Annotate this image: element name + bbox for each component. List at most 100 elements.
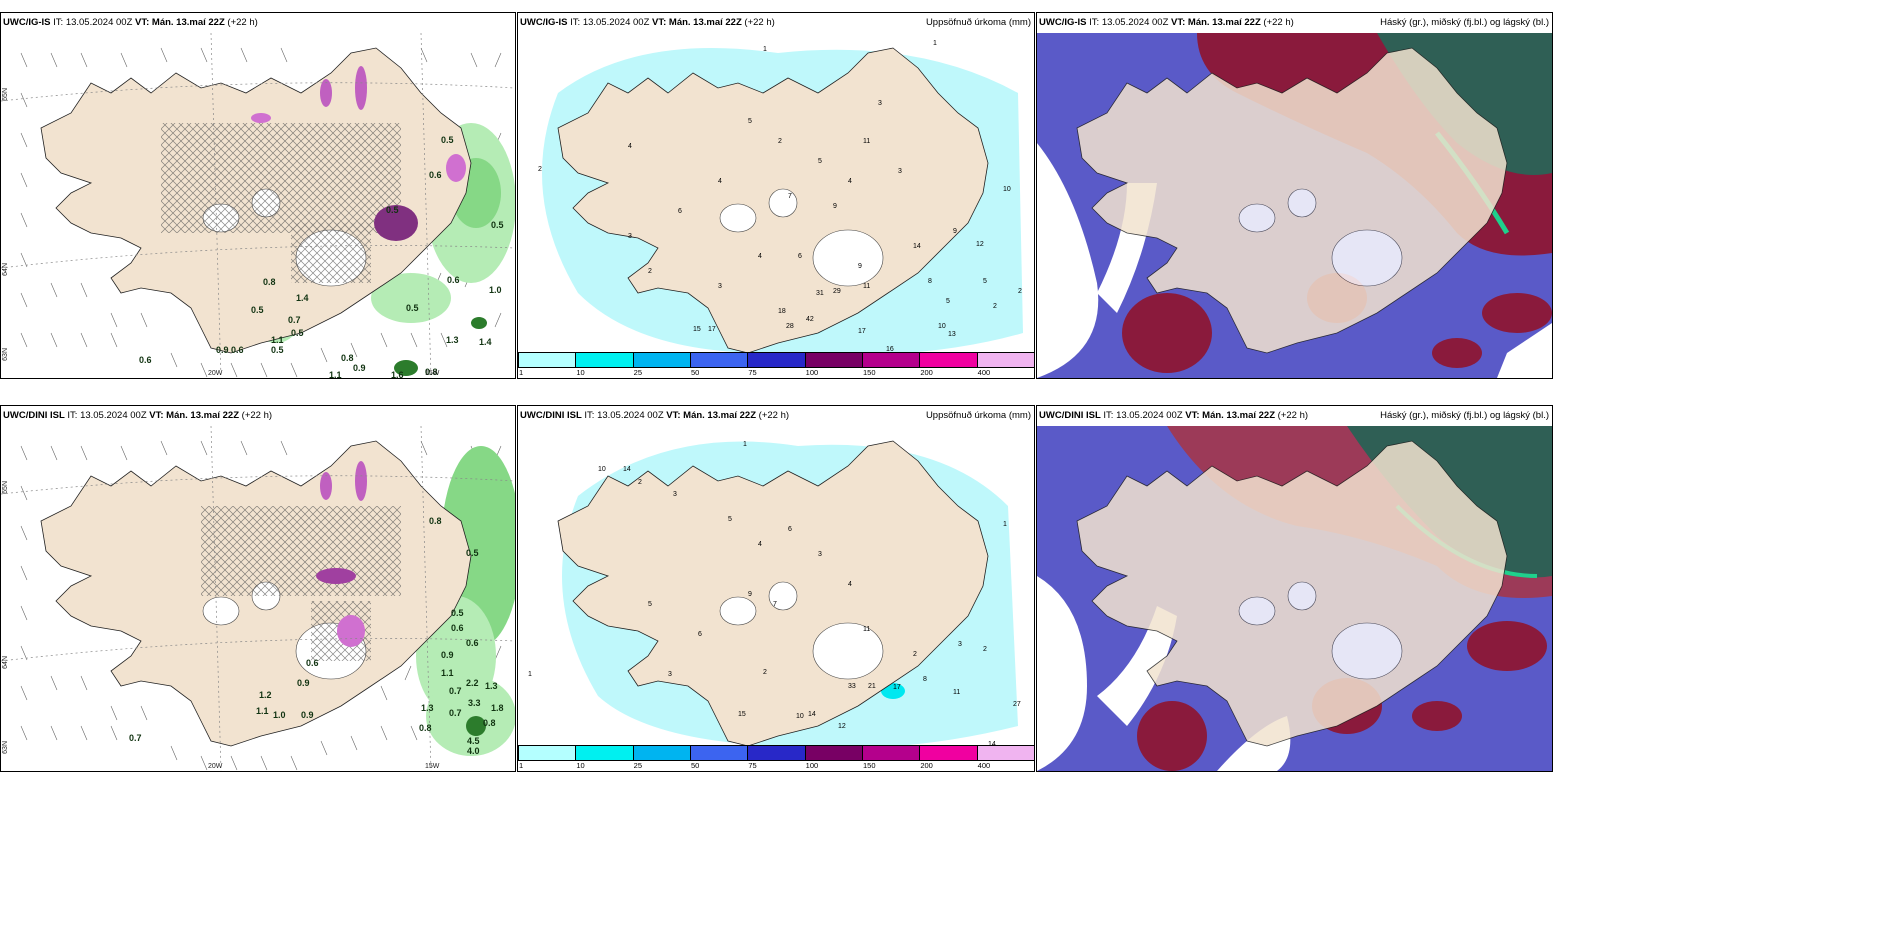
- lead-time: (+22 h): [744, 17, 775, 28]
- svg-text:31: 31: [816, 290, 824, 297]
- map-rate: 0.8 0.5 0.5 0.6 0.6 0.6 0.9 1.1 0.9 1.2 …: [1, 426, 515, 771]
- colorbar-segment: [747, 745, 806, 761]
- precip-values: 1 1 2 3 14 10 5 6 4 3 7 5 9 4 11 2 3 6 3…: [528, 441, 1021, 748]
- panel-title: Uppsöfnuð úrkoma (mm): [925, 17, 1031, 28]
- lead-time: (+22 h): [227, 17, 258, 28]
- colorbar-tick: 50: [691, 761, 700, 770]
- svg-text:0.6: 0.6: [429, 170, 442, 180]
- svg-text:0.8: 0.8: [483, 718, 496, 728]
- svg-text:3: 3: [958, 641, 962, 648]
- svg-text:15: 15: [738, 711, 746, 718]
- valid-time: Mán. 13.maí 22Z: [1202, 410, 1276, 421]
- purple-showers: [251, 66, 466, 241]
- lat-label: 65N: [2, 88, 9, 101]
- svg-text:1.3: 1.3: [421, 703, 434, 713]
- colorbar-tick: 1: [519, 761, 524, 770]
- init-time: 13.05.2024 00Z: [1101, 17, 1169, 28]
- svg-text:0.5: 0.5: [251, 305, 264, 315]
- colorbar: 1 10 25 50 75 100 150 200 400: [518, 745, 1034, 771]
- valid-time: Mán. 13.maí 22Z: [151, 17, 225, 28]
- svg-text:5: 5: [946, 298, 950, 305]
- svg-text:0.5: 0.5: [491, 220, 504, 230]
- colorbar-tick: 25: [633, 761, 642, 770]
- colorbar-tick: 400: [977, 368, 991, 377]
- svg-text:9: 9: [748, 591, 752, 598]
- colorbar-tick: 100: [805, 368, 819, 377]
- svg-text:4: 4: [758, 541, 762, 548]
- svg-text:3: 3: [818, 551, 822, 558]
- lat-label: 65N: [2, 481, 9, 494]
- svg-text:1.4: 1.4: [479, 337, 492, 347]
- svg-text:15: 15: [693, 326, 701, 333]
- panel-header: UWC/DINI ISL IT: 13.05.2024 00Z VT: Mán.…: [1, 406, 515, 426]
- svg-text:1.6: 1.6: [391, 370, 404, 378]
- svg-text:4: 4: [848, 581, 852, 588]
- panel-header: UWC/IG-IS IT: 13.05.2024 00Z VT: Mán. 13…: [518, 13, 1034, 33]
- svg-text:2: 2: [983, 646, 987, 653]
- lon-label: 20W: [208, 370, 223, 377]
- svg-text:12: 12: [976, 241, 984, 248]
- svg-text:33: 33: [848, 683, 856, 690]
- svg-text:27: 27: [1013, 701, 1021, 708]
- svg-text:0.8: 0.8: [425, 367, 438, 377]
- svg-text:0.6: 0.6: [447, 275, 460, 285]
- svg-text:1.8: 1.8: [491, 703, 504, 713]
- svg-text:4: 4: [848, 178, 852, 185]
- svg-text:2: 2: [638, 479, 642, 486]
- lat-label: 64N: [2, 656, 9, 669]
- precip-values: 1 1 3 2 5 3 4 2 6 4 11 5 4 7 9 3 2 3 4 6…: [538, 40, 1022, 353]
- init-time: 13.05.2024 00Z: [582, 17, 650, 28]
- svg-text:1: 1: [528, 671, 532, 678]
- panel-title: Háský (gr.), miðský (fj.bl.) og lágský (…: [1380, 410, 1549, 421]
- purple-showers: [316, 461, 367, 647]
- svg-text:2: 2: [993, 303, 997, 310]
- svg-text:1.1: 1.1: [256, 706, 269, 716]
- svg-text:3: 3: [878, 100, 882, 107]
- svg-text:1.2: 1.2: [259, 690, 272, 700]
- svg-text:14: 14: [808, 711, 816, 718]
- svg-text:12: 12: [838, 723, 846, 730]
- svg-text:0.7: 0.7: [449, 686, 462, 696]
- svg-text:10: 10: [598, 466, 606, 473]
- svg-text:29: 29: [833, 288, 841, 295]
- colorbar-tick: 1: [519, 368, 524, 377]
- svg-text:17: 17: [708, 326, 716, 333]
- svg-text:1.0: 1.0: [273, 710, 286, 720]
- svg-text:3: 3: [673, 491, 677, 498]
- svg-text:21: 21: [868, 683, 876, 690]
- svg-text:16: 16: [886, 346, 894, 353]
- svg-text:1.4: 1.4: [296, 293, 309, 303]
- lon-label: 20W: [208, 763, 223, 770]
- colorbar-segment: [919, 352, 978, 368]
- svg-text:2: 2: [538, 166, 542, 173]
- colorbar-tick: 10: [576, 761, 585, 770]
- svg-text:9: 9: [858, 263, 862, 270]
- panel-row1-rate: UWC/IG-IS IT: 13.05.2024 00Z VT: Mán. 13…: [0, 12, 516, 379]
- model-name: UWC/DINI ISL: [3, 410, 65, 421]
- svg-text:1.1: 1.1: [271, 335, 284, 345]
- valid-time: Mán. 13.maí 22Z: [668, 17, 742, 28]
- colorbar-tick: 150: [863, 368, 876, 377]
- lat-label: 63N: [2, 741, 9, 754]
- map-clouds: [1037, 33, 1552, 378]
- panel-row2-clouds: UWC/DINI ISL IT: 13.05.2024 00Z VT: Mán.…: [1036, 405, 1553, 772]
- colorbar-segment: [804, 352, 863, 368]
- colorbar-tick: 75: [748, 368, 757, 377]
- svg-text:1: 1: [933, 40, 937, 47]
- svg-text:5: 5: [648, 601, 652, 608]
- colorbar-segment: [632, 352, 691, 368]
- svg-text:9: 9: [833, 203, 837, 210]
- valid-time: Mán. 13.maí 22Z: [1187, 17, 1261, 28]
- colorbar-segment: [518, 745, 577, 761]
- svg-text:0.8: 0.8: [341, 353, 354, 363]
- snow-hatch: [161, 123, 401, 283]
- svg-text:1: 1: [763, 46, 767, 53]
- svg-text:3: 3: [898, 168, 902, 175]
- valid-time: Mán. 13.maí 22Z: [683, 410, 757, 421]
- lon-label: 15W: [425, 370, 440, 377]
- panel-header: UWC/DINI ISL IT: 13.05.2024 00Z VT: Mán.…: [1037, 406, 1552, 426]
- svg-text:42: 42: [806, 316, 814, 323]
- colorbar-tick: 25: [633, 368, 642, 377]
- svg-text:6: 6: [698, 631, 702, 638]
- colorbar-tick: 150: [863, 761, 876, 770]
